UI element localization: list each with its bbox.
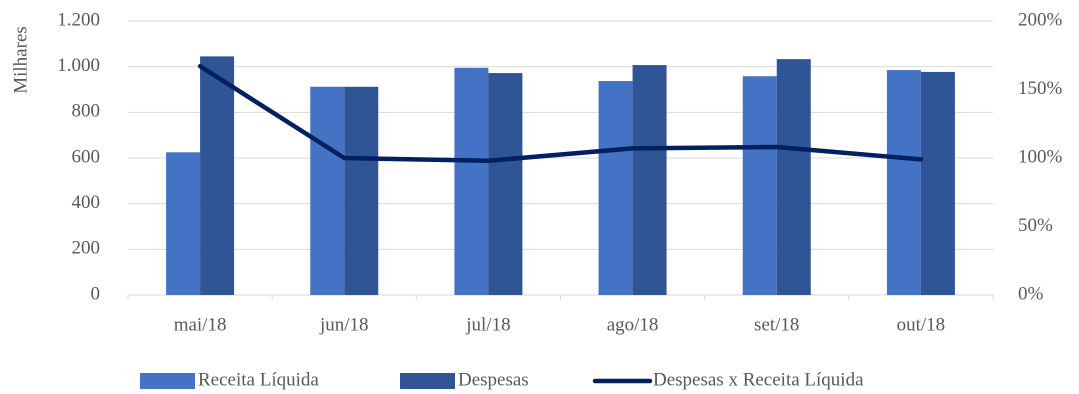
legend-swatch (140, 373, 195, 389)
x-tick-label: jun/18 (319, 314, 369, 335)
y-tick-label: 1.000 (57, 55, 100, 76)
legend-label: Receita Líquida (198, 369, 319, 390)
y-tick-label: 1.200 (57, 9, 100, 30)
y2-tick-label: 0% (1018, 283, 1044, 304)
y2-tick-label: 50% (1018, 215, 1053, 236)
bar (344, 86, 379, 295)
y-tick-label: 200 (72, 238, 101, 259)
x-tick-label: ago/18 (607, 314, 659, 335)
y-tick-label: 400 (72, 192, 101, 213)
bar (776, 59, 811, 295)
bar (886, 70, 921, 295)
x-tick-label: set/18 (754, 314, 799, 335)
x-tick-label: jul/18 (465, 314, 510, 335)
y-tick-label: 600 (72, 146, 101, 167)
bar (632, 65, 667, 296)
bar (742, 76, 777, 295)
y-tick-label: 800 (72, 101, 101, 122)
y-axis-title: Milhares (10, 26, 31, 94)
y2-tick-label: 150% (1018, 78, 1063, 99)
x-tick-label: mai/18 (174, 314, 227, 335)
y2-tick-label: 200% (1018, 9, 1063, 30)
bar (454, 67, 489, 295)
y-tick-label: 0 (91, 283, 101, 304)
y2-tick-label: 100% (1018, 146, 1063, 167)
bar (200, 56, 235, 296)
legend-label: Despesas (458, 369, 529, 390)
line (197, 63, 924, 163)
bar (166, 152, 201, 295)
legend-swatch (400, 373, 455, 389)
legend-label: Despesas x Receita Líquida (653, 369, 864, 390)
bar (310, 86, 345, 295)
bar (598, 81, 633, 295)
x-tick-label: out/18 (897, 314, 946, 335)
bar (488, 73, 523, 295)
bar (920, 71, 955, 295)
